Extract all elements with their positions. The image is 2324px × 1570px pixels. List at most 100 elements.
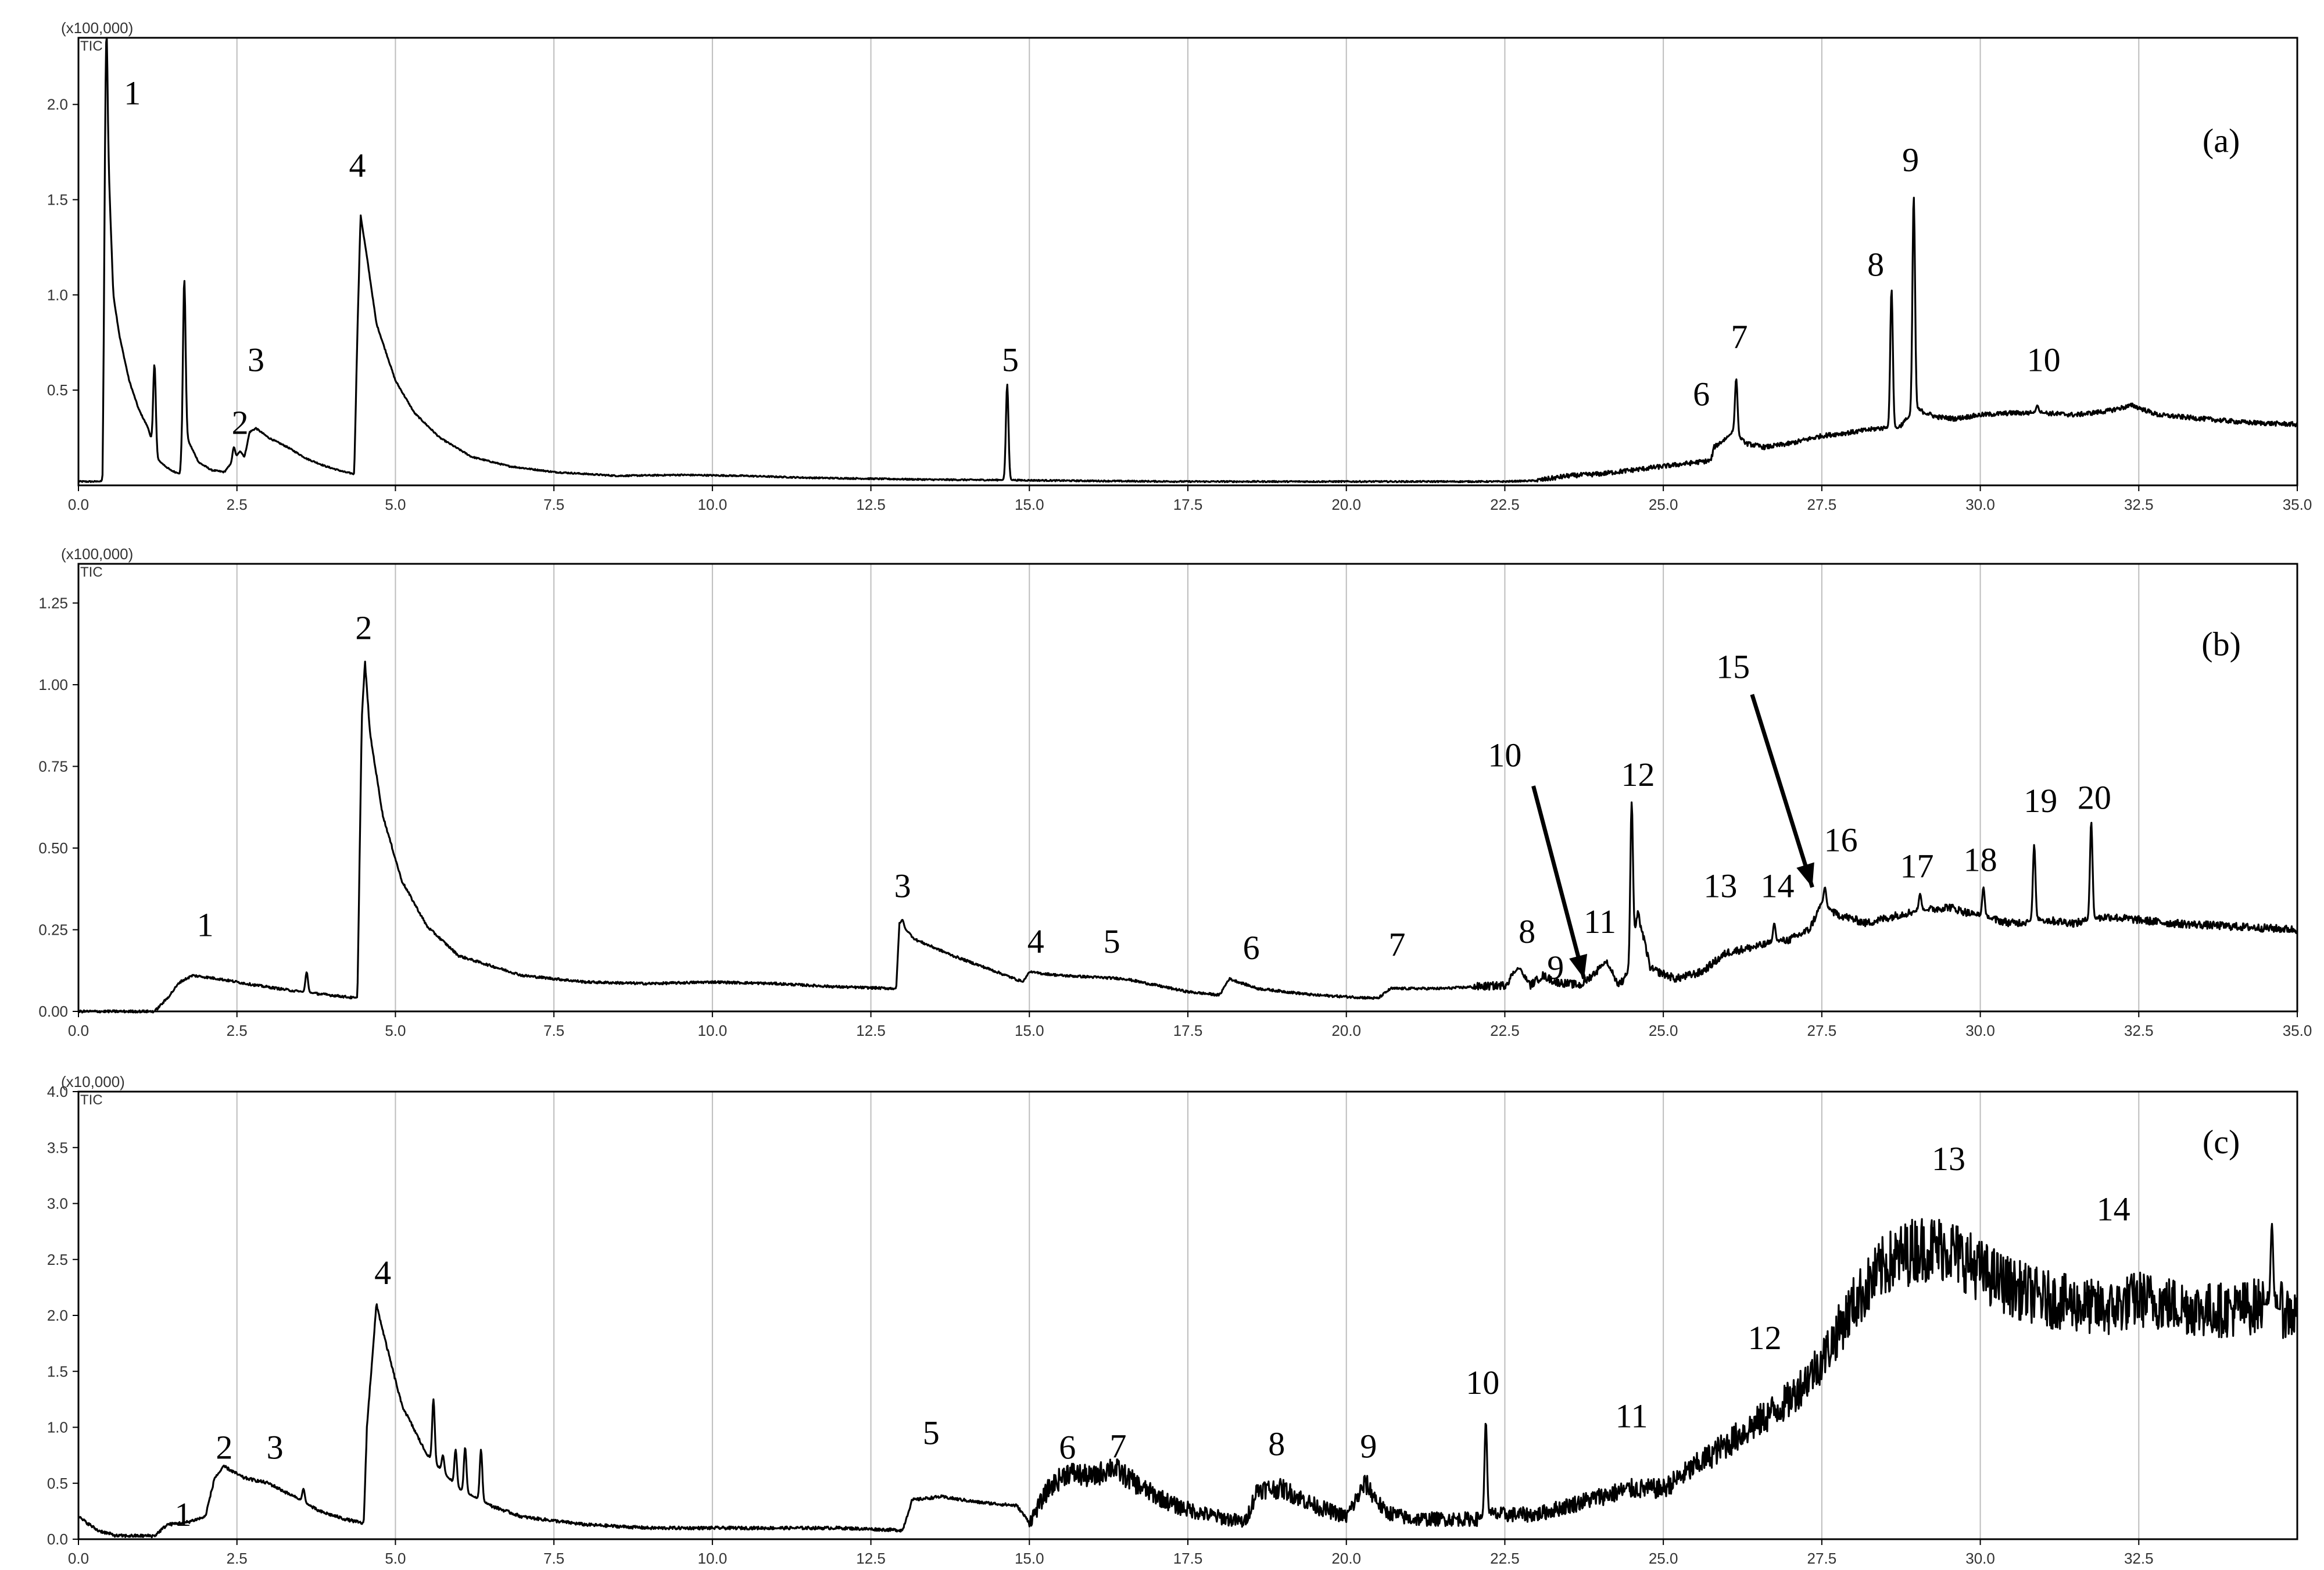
x-tick-label: 35.0: [2283, 496, 2312, 513]
peak-label: 3: [248, 341, 264, 378]
x-tick-label: 20.0: [1331, 496, 1361, 513]
tic-label: TIC: [80, 1092, 103, 1108]
y-tick-label: 2.5: [47, 1251, 68, 1268]
tic-trace: [78, 660, 2298, 1014]
x-tick-label: 17.5: [1173, 1550, 1203, 1567]
tic-trace: [78, 1218, 2298, 1539]
x-tick-label: 25.0: [1649, 1550, 1678, 1567]
x-tick-label: 7.5: [543, 1550, 564, 1567]
arrow-head: [1569, 954, 1588, 979]
peak-label: 8: [1867, 246, 1884, 284]
x-tick-label: 10.0: [698, 1022, 728, 1039]
x-tick-label: 15.0: [1015, 1550, 1044, 1567]
peak-label: 7: [1110, 1427, 1127, 1465]
y-scale-label: (x10,000): [61, 1073, 125, 1090]
x-tick-label: 12.5: [856, 496, 886, 513]
peak-label: 3: [267, 1428, 284, 1466]
y-tick-label: 0.50: [38, 839, 68, 857]
tic-label: TIC: [80, 564, 103, 580]
peak-label: 18: [1964, 841, 1997, 878]
panel-label: (c): [2203, 1123, 2240, 1161]
x-tick-label: 15.0: [1015, 496, 1044, 513]
peak-label: 7: [1731, 318, 1748, 356]
peak-label: 9: [1360, 1427, 1377, 1465]
x-tick-label: 7.5: [543, 1022, 564, 1039]
x-tick-label: 17.5: [1173, 1022, 1203, 1039]
y-tick-label: 1.00: [38, 676, 68, 693]
peak-label: 11: [1584, 903, 1616, 940]
x-tick-label: 25.0: [1649, 1022, 1678, 1039]
peak-label: 20: [2078, 779, 2111, 817]
x-tick-label: 32.5: [2124, 1550, 2154, 1567]
x-tick-label: 30.0: [1965, 496, 1995, 513]
y-tick-label: 1.25: [38, 594, 68, 611]
x-tick-label: 10.0: [698, 496, 728, 513]
x-tick-label: 2.5: [227, 1550, 248, 1567]
peak-label: 2: [216, 1428, 232, 1466]
peak-label: 12: [1621, 756, 1655, 793]
peak-label: 16: [1824, 821, 1858, 859]
annotation-arrow: [1750, 693, 1814, 888]
peak-label: 6: [1059, 1428, 1076, 1466]
x-tick-label: 30.0: [1965, 1022, 1995, 1039]
x-tick-label: 12.5: [856, 1022, 886, 1039]
annotation-arrow: [1531, 785, 1587, 979]
y-tick-label: 0.75: [38, 757, 68, 775]
y-tick-label: 1.0: [47, 286, 68, 303]
x-tick-label: 0.0: [68, 1022, 89, 1039]
panel-label: (b): [2201, 625, 2241, 663]
x-tick-label: 35.0: [2283, 1022, 2312, 1039]
peak-label: 5: [1002, 341, 1019, 378]
panel-label: (a): [2203, 122, 2240, 160]
y-tick-label: 0.5: [47, 1475, 68, 1492]
peak-label: 1: [197, 906, 214, 944]
x-tick-label: 22.5: [1490, 1550, 1520, 1567]
peak-label: 14: [2097, 1190, 2130, 1228]
x-tick-label: 25.0: [1649, 496, 1678, 513]
panel-b: 0.0 2.5 5.0 7.5 10.0 12.5 15.0 17.5 20.0 22.5 25.0…: [38, 545, 2312, 1039]
x-tick-label: 27.5: [1807, 496, 1837, 513]
x-tick-label: 30.0: [1965, 1550, 1995, 1567]
panel-c: 0.0 2.5 5.0 7.5 10.0 12.5 15.0 17.5 20.0 22.5 25.0…: [47, 1073, 2298, 1567]
tic-label: TIC: [80, 38, 103, 54]
peak-label: 2: [232, 404, 249, 442]
peak-label: 1: [174, 1496, 191, 1533]
y-scale-label: (x100,000): [61, 19, 133, 37]
x-tick-label: 2.5: [227, 1022, 248, 1039]
x-tick-label: 5.0: [385, 1550, 406, 1567]
peak-label: 9: [1547, 949, 1564, 986]
peak-label: 3: [894, 867, 911, 904]
peak-label: 10: [1466, 1364, 1499, 1401]
x-tick-label: 22.5: [1490, 496, 1520, 513]
peak-label: 4: [1027, 922, 1044, 960]
peak-label: 15: [1716, 648, 1750, 686]
x-tick-label: 2.5: [227, 496, 248, 513]
peak-label: 12: [1748, 1319, 1782, 1357]
peak-label: 2: [355, 609, 372, 646]
x-tick-label: 32.5: [2124, 496, 2154, 513]
x-tick-label: 15.0: [1015, 1022, 1044, 1039]
peak-label: 1: [124, 74, 141, 112]
x-tick-label: 12.5: [856, 1550, 886, 1567]
y-tick-label: 2.0: [47, 96, 68, 113]
y-tick-label: 0.0: [47, 1530, 68, 1548]
peak-label: 19: [2024, 782, 2057, 820]
x-tick-label: 27.5: [1807, 1550, 1837, 1567]
y-tick-label: 1.0: [47, 1419, 68, 1436]
peak-label: 8: [1268, 1425, 1285, 1463]
peak-label: 6: [1693, 375, 1710, 413]
peak-label: 7: [1388, 925, 1405, 963]
x-tick-label: 22.5: [1490, 1022, 1520, 1039]
tic-trace: [78, 37, 2298, 484]
peak-label: 10: [1488, 736, 1521, 774]
y-tick-label: 0.5: [47, 381, 68, 399]
y-tick-label: 1.5: [47, 1362, 68, 1380]
peak-label: 9: [1902, 141, 1919, 178]
x-tick-label: 27.5: [1807, 1022, 1837, 1039]
peak-label: 8: [1519, 913, 1535, 950]
panel-a: 0.0 2.5 5.0 7.5 10.0 12.5 15.0 17.5 20.0 22.5 25.0…: [47, 19, 2312, 513]
y-tick-label: 2.0: [47, 1307, 68, 1324]
peak-label: 14: [1760, 867, 1794, 904]
x-tick-label: 32.5: [2124, 1022, 2154, 1039]
